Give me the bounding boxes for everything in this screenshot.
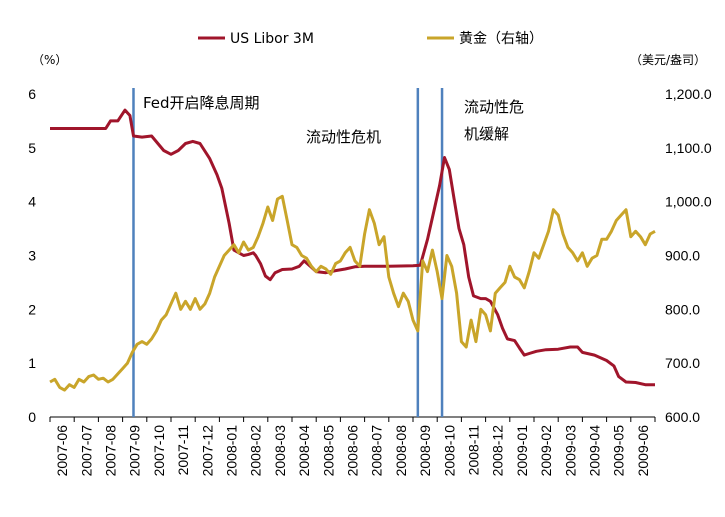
x-tick-label: 2008-08 — [393, 425, 409, 477]
left-tick-label: 0 — [28, 409, 36, 425]
x-tick-label: 2009-06 — [635, 425, 651, 477]
x-tick-label: 2008-12 — [490, 425, 506, 477]
right-tick-label: 700.0 — [665, 355, 700, 371]
legend: US Libor 3M 黄金（右轴） — [198, 30, 543, 47]
series-group — [49, 108, 656, 392]
x-tick-label: 2007-11 — [175, 425, 191, 476]
left-tick-label: 4 — [28, 194, 36, 210]
x-tick-label: 2008-03 — [272, 425, 288, 477]
x-tick-label: 2009-03 — [562, 425, 578, 477]
legend-gold-label: 黄金（右轴） — [459, 30, 543, 47]
x-tick-label: 2007-12 — [199, 425, 215, 477]
left-tick-label: 5 — [28, 140, 36, 156]
x-tick-label: 2008-11 — [466, 425, 482, 476]
x-tick-label: 2007-06 — [54, 425, 70, 477]
right-tick-label: 1,200.0 — [665, 86, 712, 102]
left-tick-labels: 0 1 2 3 4 5 6 — [28, 86, 36, 425]
x-tick-label: 2008-09 — [417, 425, 433, 477]
right-tick-label: 1,000.0 — [665, 194, 712, 210]
left-tick-label: 2 — [28, 301, 36, 317]
x-tick-label: 2008-02 — [248, 425, 264, 477]
annotation-fed: Fed开启降息周期 — [143, 94, 260, 112]
x-tick-label: 2009-05 — [611, 425, 627, 477]
right-tick-label: 900.0 — [665, 248, 700, 264]
right-tick-label: 600.0 — [665, 409, 700, 425]
left-tick-label: 1 — [28, 355, 36, 371]
x-tick-label: 2008-10 — [441, 425, 457, 477]
x-tick-label: 2009-02 — [538, 425, 554, 477]
legend-libor-label: US Libor 3M — [230, 31, 314, 47]
x-tick-label: 2008-06 — [345, 425, 361, 477]
x-tick-label: 2008-01 — [224, 425, 240, 477]
right-tick-label: 1,100.0 — [665, 140, 712, 156]
x-tick-label: 2009-01 — [514, 425, 530, 477]
x-tick-label: 2008-07 — [369, 425, 385, 477]
right-tick-labels: 600.0 700.0 800.0 900.0 1,000.0 1,100.0 1,200.… — [665, 86, 712, 425]
annotation-relief-line1: 流动性危 — [464, 98, 524, 116]
left-axis-unit: （%） — [32, 53, 67, 67]
x-tick-label: 2008-04 — [296, 425, 312, 477]
x-tick-label: 2009-04 — [587, 425, 603, 477]
right-axis-unit: （美元/盎司） — [630, 53, 706, 67]
x-tick-label: 2007-07 — [78, 425, 94, 477]
x-tick-labels: 2007-06 2007-07 2007-08 2007-09 2007-10 2007-… — [49, 417, 656, 477]
annotation-relief-line2: 机缓解 — [464, 125, 509, 143]
left-tick-label: 3 — [28, 248, 36, 264]
x-tick-label: 2007-09 — [127, 425, 143, 477]
x-tick-label: 2007-08 — [103, 425, 119, 477]
annotation-crisis: 流动性危机 — [306, 128, 381, 146]
right-tick-label: 800.0 — [665, 301, 700, 317]
gold-series-line — [49, 194, 656, 392]
vertical-markers — [132, 88, 444, 417]
left-tick-label: 6 — [28, 86, 36, 102]
libor-series-line — [50, 108, 655, 387]
x-tick-label: 2007-10 — [151, 425, 167, 477]
x-tick-label: 2008-05 — [320, 425, 336, 477]
